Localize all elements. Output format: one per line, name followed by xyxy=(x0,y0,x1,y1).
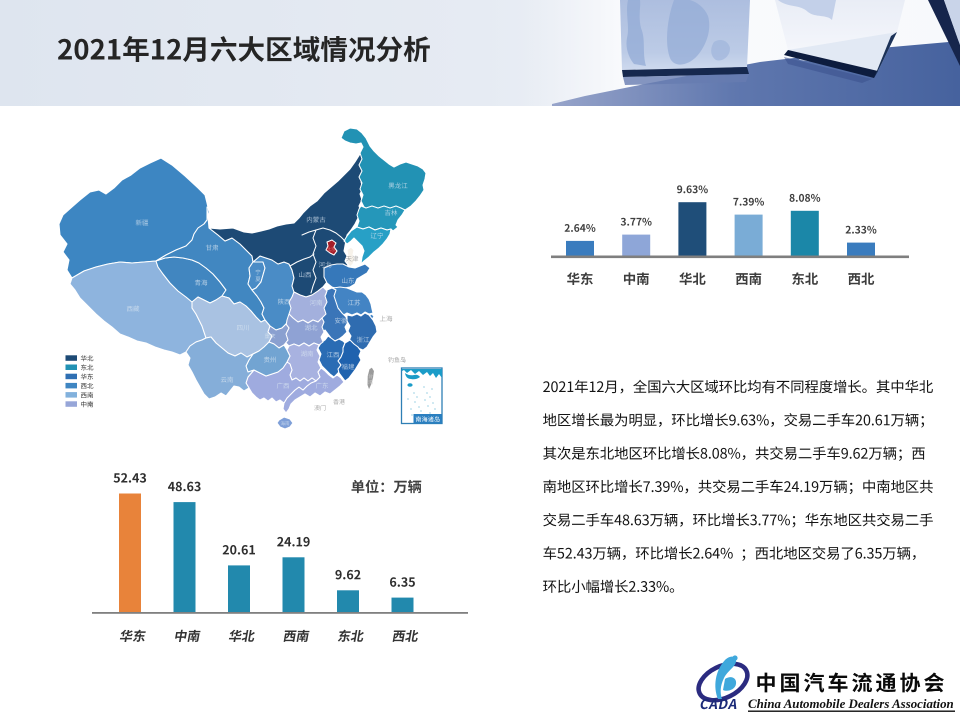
svg-text:China Automobile Dealers Assoc: China Automobile Dealers Association xyxy=(748,697,954,711)
